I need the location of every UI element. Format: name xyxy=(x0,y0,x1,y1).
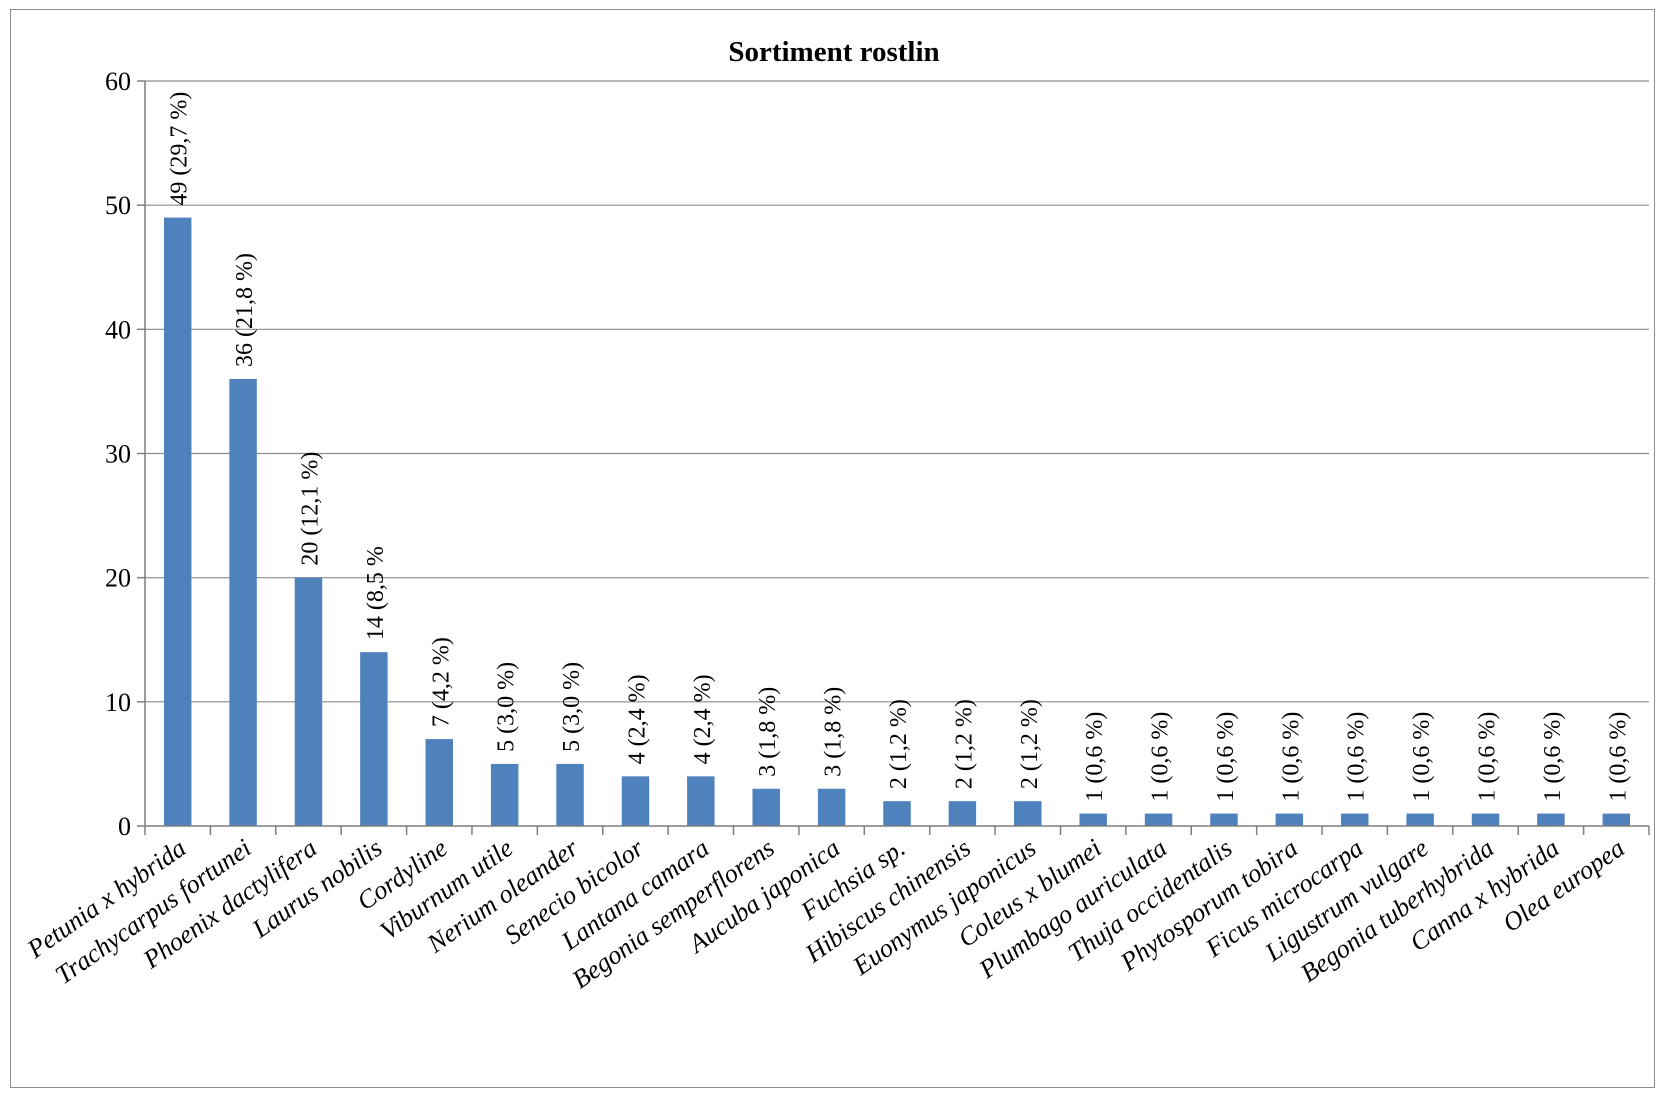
bar xyxy=(1079,813,1107,826)
bar xyxy=(490,763,519,826)
data-label: 1 (0,6 %) xyxy=(1148,712,1174,802)
bar xyxy=(556,763,584,826)
data-label: 5 (3,0 %) xyxy=(559,662,585,752)
data-label: 2 (1,2 %) xyxy=(886,699,912,789)
data-label: 1 (0,6 %) xyxy=(1475,712,1501,802)
y-axis-tick-labels: 0 10 20 30 40 50 60 xyxy=(105,67,131,841)
bar xyxy=(948,801,977,826)
data-label: 1 (0,6 %) xyxy=(1540,712,1566,802)
data-label: 14 (8,5 % xyxy=(363,546,389,640)
bar xyxy=(1341,813,1369,826)
data-label: 1 (0,6 %) xyxy=(1409,712,1435,802)
data-label: 3 (1,8 %) xyxy=(821,687,847,777)
y-tick-label: 40 xyxy=(105,315,131,344)
data-label: 36 (21,8 %) xyxy=(232,253,258,367)
data-label: 4 (2,4 %) xyxy=(690,674,716,764)
bar xyxy=(1406,813,1434,826)
data-label: 1 (0,6 %) xyxy=(1605,712,1631,802)
bar xyxy=(1602,813,1631,826)
bar xyxy=(752,788,780,826)
data-label: 2 (1,2 %) xyxy=(1017,699,1043,789)
bar xyxy=(163,217,192,827)
bar xyxy=(883,801,911,826)
axes xyxy=(144,81,1649,827)
bar xyxy=(360,652,388,826)
data-label: 7 (4,2 %) xyxy=(428,637,454,727)
data-label: 2 (1,2 %) xyxy=(951,699,977,789)
y-tick-label: 20 xyxy=(105,564,131,593)
gridlines xyxy=(137,80,1650,835)
data-label: 49 (29,7 %) xyxy=(167,92,193,206)
bar xyxy=(687,776,715,826)
bar xyxy=(1144,813,1173,826)
y-tick-label: 50 xyxy=(105,191,131,220)
data-label: 4 (2,4 %) xyxy=(624,674,650,764)
data-label: 20 (12,1 %) xyxy=(297,452,323,566)
bar xyxy=(817,788,846,826)
bar xyxy=(229,379,257,826)
bars xyxy=(163,217,1631,827)
bar xyxy=(1275,813,1304,826)
chart-title: Sortiment rostlin xyxy=(728,36,939,68)
data-label: 5 (3,0 %) xyxy=(494,662,520,752)
bar xyxy=(1537,813,1565,826)
data-label: 1 (0,6 %) xyxy=(1082,712,1108,802)
bar xyxy=(294,577,323,826)
y-tick-label: 60 xyxy=(105,67,131,96)
data-labels: 49 (29,7 %) 36 (21,8 %) 20 (12,1 %) 14 (8,5… xyxy=(167,92,1632,802)
data-label: 1 (0,6 %) xyxy=(1213,712,1239,802)
y-tick-label: 30 xyxy=(105,440,131,469)
y-tick-label: 10 xyxy=(105,688,131,717)
bar xyxy=(1014,801,1042,826)
bar xyxy=(1210,813,1238,826)
data-label: 3 (1,8 %) xyxy=(755,687,781,777)
chart-frame xyxy=(10,9,1655,1088)
data-label: 1 (0,6 %) xyxy=(1278,712,1304,802)
y-tick-label: 0 xyxy=(118,812,131,841)
bar xyxy=(425,739,453,826)
data-label: 1 (0,6 %) xyxy=(1344,712,1370,802)
bar xyxy=(621,776,650,826)
bar xyxy=(1471,813,1500,826)
